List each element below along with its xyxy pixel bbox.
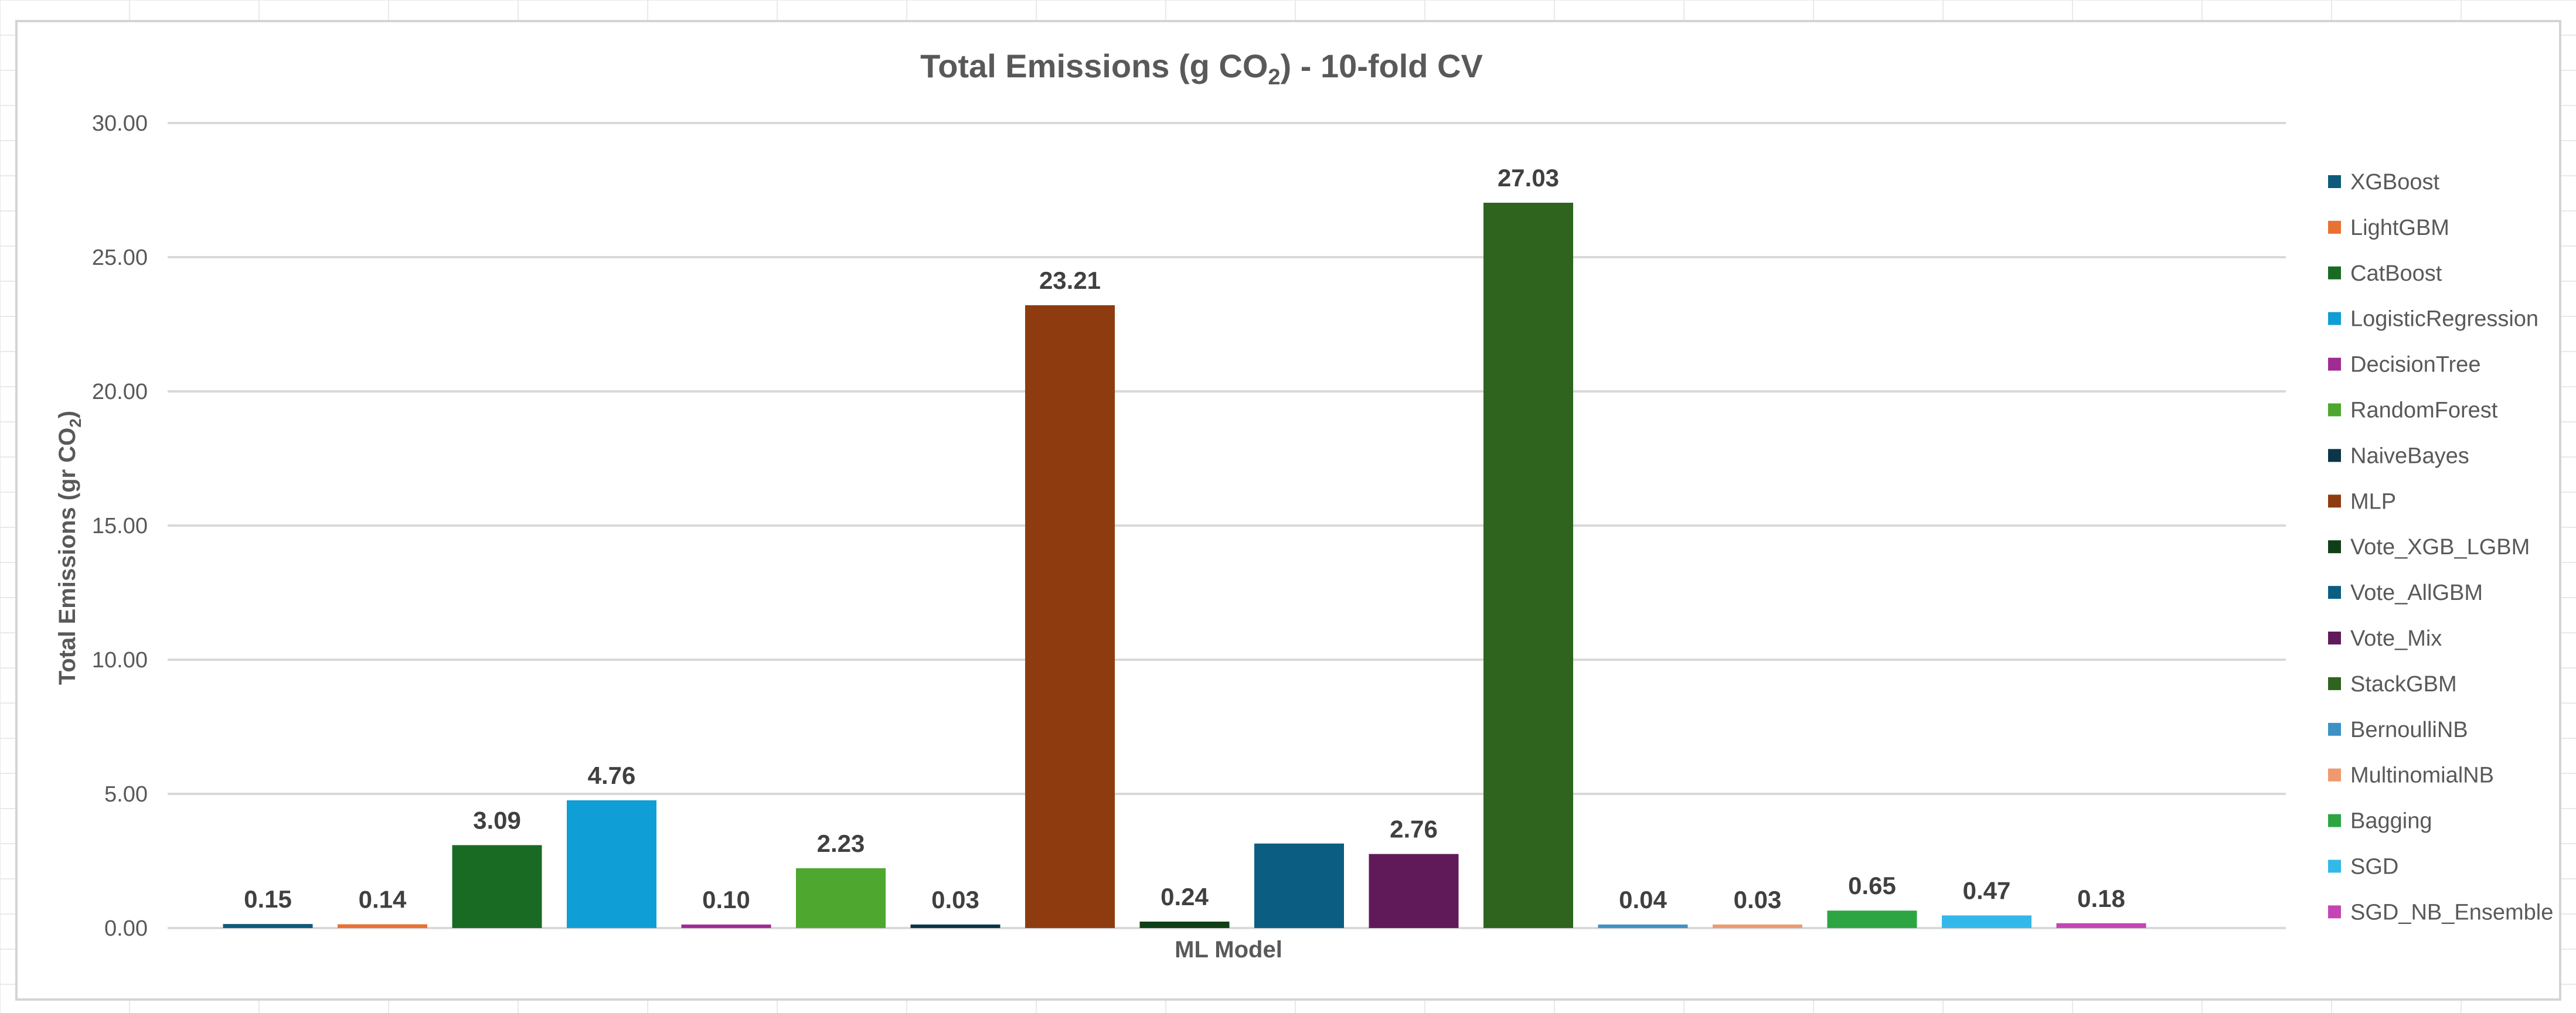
y-axis-label: Total Emissions (gr CO2) bbox=[55, 411, 84, 685]
data-label: 0.03 bbox=[1734, 886, 1782, 913]
legend-item: LightGBM bbox=[2350, 216, 2449, 240]
bar-catboost bbox=[452, 845, 542, 928]
legend-item: CatBoost bbox=[2350, 261, 2442, 286]
legend-item: Bagging bbox=[2350, 809, 2432, 834]
bar-bernoullinb bbox=[1598, 925, 1688, 928]
y-gridlines bbox=[168, 122, 2286, 929]
legend-swatch bbox=[2328, 449, 2341, 462]
y-tick-label: 30.00 bbox=[92, 111, 148, 136]
legend-swatch bbox=[2328, 266, 2341, 279]
bar-mlp bbox=[1025, 305, 1115, 929]
legend-swatch bbox=[2328, 859, 2341, 873]
y-tick-label: 5.00 bbox=[104, 782, 148, 807]
legend-swatch bbox=[2328, 540, 2341, 554]
x-axis-label: ML Model bbox=[1175, 937, 1282, 963]
data-label: 2.76 bbox=[1390, 816, 1438, 843]
legend-swatch bbox=[2328, 175, 2341, 188]
legend-swatch bbox=[2328, 768, 2341, 782]
data-label: 0.15 bbox=[244, 885, 292, 913]
bar-multinomialnb bbox=[1713, 925, 1802, 928]
bar-vote-mix bbox=[1369, 854, 1459, 928]
bar-naivebayes bbox=[910, 925, 1001, 928]
data-label: 0.47 bbox=[1963, 876, 2011, 904]
bar-decisiontree bbox=[681, 925, 771, 928]
data-label: 0.10 bbox=[702, 886, 750, 913]
legend-item: NaiveBayes bbox=[2350, 444, 2469, 468]
data-label: 0.04 bbox=[1619, 886, 1667, 913]
legend-swatch bbox=[2328, 722, 2341, 736]
data-label: 0.14 bbox=[359, 886, 407, 913]
y-tick-label: 0.00 bbox=[104, 916, 148, 941]
y-tick-label: 25.00 bbox=[92, 245, 148, 270]
data-label: 0.03 bbox=[931, 886, 979, 913]
legend-item: LogisticRegression bbox=[2350, 307, 2538, 332]
legend-item: RandomForest bbox=[2350, 398, 2498, 423]
legend-item: Vote_AllGBM bbox=[2350, 581, 2483, 605]
data-labels: 0.15 0.14 3.09 4.76 0.10 2.23 0.03 23.21 0.24 2.7… bbox=[244, 164, 2125, 913]
legend-item: SGD_NB_Ensemble bbox=[2350, 900, 2553, 925]
y-tick-label: 20.00 bbox=[92, 380, 148, 404]
legend-swatch bbox=[2328, 220, 2341, 234]
data-label: 23.21 bbox=[1039, 267, 1101, 294]
legend-item: SGD bbox=[2350, 855, 2398, 879]
legend-swatch bbox=[2328, 677, 2341, 690]
bar-sgd-nb-ensemble bbox=[2056, 923, 2146, 928]
legend-item: StackGBM bbox=[2350, 672, 2457, 697]
legend-swatch bbox=[2328, 403, 2341, 417]
legend: XGBoost LightGBM CatBoost LogisticRegressio… bbox=[2328, 170, 2553, 925]
chart-title: Total Emissions (g CO2) - 10-fold CV bbox=[920, 47, 1483, 90]
bars bbox=[223, 203, 2146, 929]
legend-swatch bbox=[2328, 814, 2341, 827]
bar-bagging bbox=[1827, 910, 1917, 928]
data-label: 0.24 bbox=[1161, 883, 1209, 910]
data-label: 0.18 bbox=[2077, 885, 2125, 912]
bar-vote-xgb-lgbm bbox=[1139, 922, 1230, 928]
legend-item: XGBoost bbox=[2350, 170, 2440, 195]
legend-swatch bbox=[2328, 905, 2341, 919]
bar-sgd bbox=[1942, 915, 2031, 928]
data-label: 0.65 bbox=[1848, 872, 1896, 899]
legend-swatch bbox=[2328, 494, 2341, 508]
bar-xgboost bbox=[223, 924, 313, 928]
legend-swatch bbox=[2328, 312, 2341, 325]
bar-logisticregression bbox=[567, 800, 656, 928]
bar-stackgbm bbox=[1483, 203, 1573, 928]
legend-item: DecisionTree bbox=[2350, 353, 2480, 377]
y-tick-label: 15.00 bbox=[92, 514, 148, 538]
data-label: 2.23 bbox=[817, 830, 865, 857]
legend-swatch bbox=[2328, 357, 2341, 371]
y-tick-label: 10.00 bbox=[92, 648, 148, 673]
legend-item: MLP bbox=[2350, 489, 2396, 514]
bar-lightgbm bbox=[338, 924, 427, 928]
chart-frame bbox=[15, 20, 2561, 1001]
legend-swatch bbox=[2328, 632, 2341, 644]
data-label: 27.03 bbox=[1498, 164, 1559, 192]
bar-vote-allgbm bbox=[1254, 843, 1344, 928]
legend-item: Vote_Mix bbox=[2350, 626, 2442, 651]
bar-randomforest bbox=[796, 868, 886, 928]
legend-swatch bbox=[2328, 586, 2341, 599]
y-axis-ticks: 0.00 5.00 10.00 15.00 20.00 25.00 30.00 bbox=[92, 111, 148, 941]
data-label: 3.09 bbox=[473, 806, 521, 834]
legend-item: BernoulliNB bbox=[2350, 718, 2468, 742]
legend-item: Vote_XGB_LGBM bbox=[2350, 535, 2530, 560]
legend-item: MultinomialNB bbox=[2350, 763, 2494, 788]
data-label: 4.76 bbox=[588, 762, 636, 789]
